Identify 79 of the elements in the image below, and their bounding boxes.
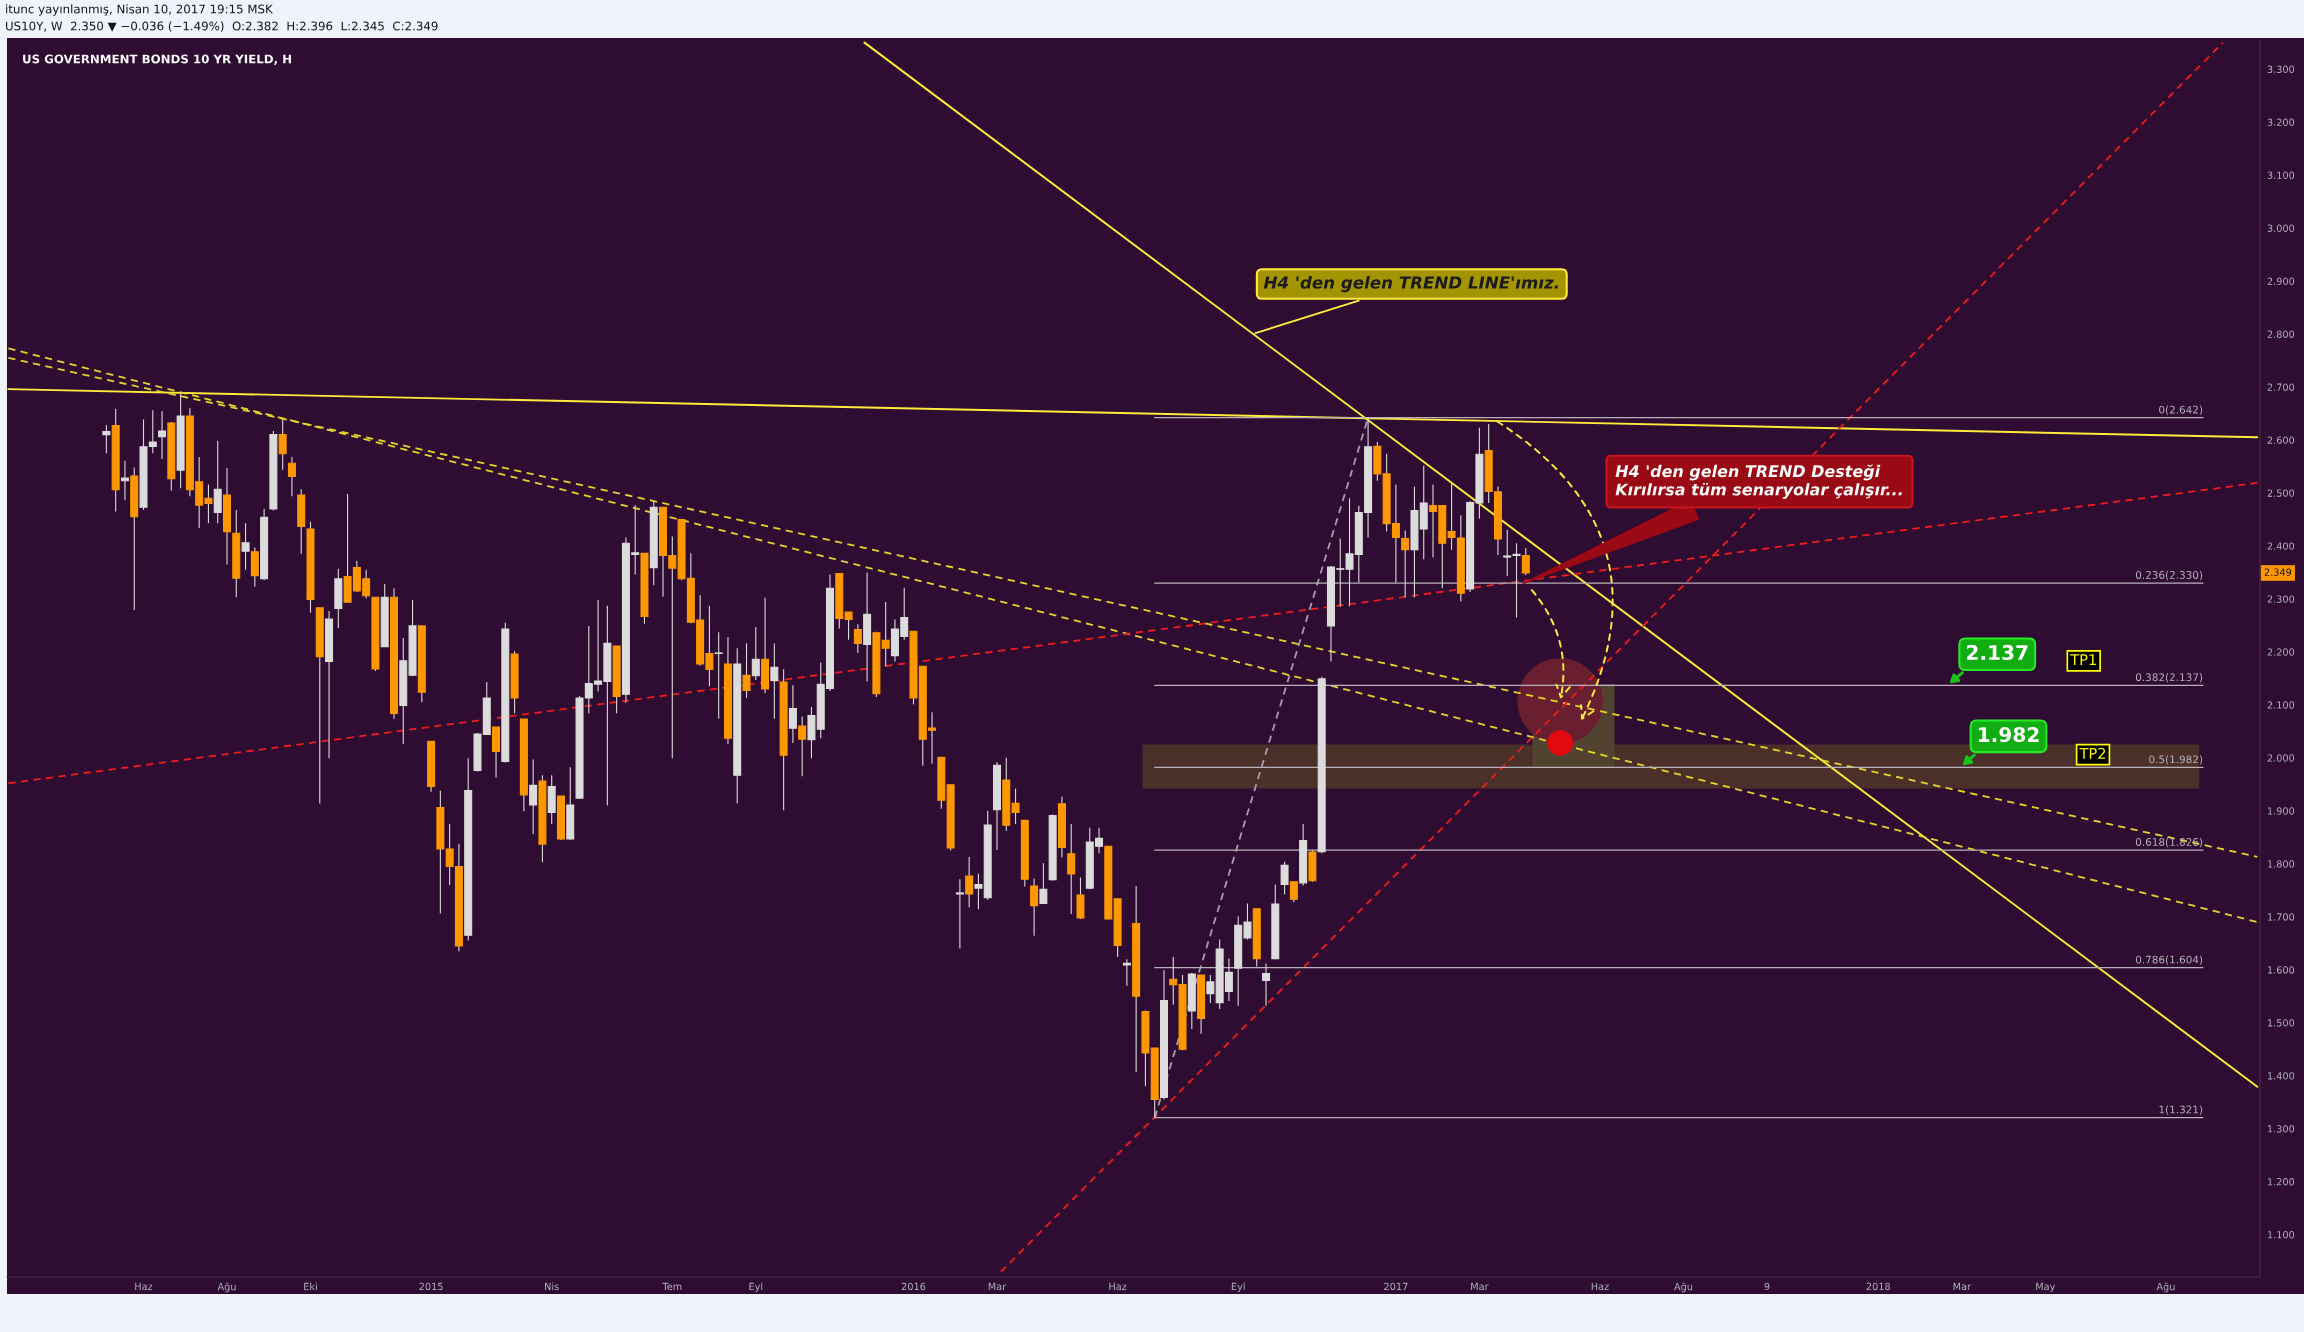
candlestick [1039,862,1048,905]
candlestick [529,758,538,835]
y-tick-label: 1.300 [2268,1125,2295,1133]
candlestick [788,684,797,744]
series-label: 0(2.642) [2159,405,2203,415]
candlestick [1122,958,1131,987]
y-tick-label: 1.700 [2268,913,2295,921]
text: US GOVERNMENT BONDS 10 YR YIELD, H [23,54,291,65]
y-tick-label: 3.200 [2267,118,2295,126]
candlestick [955,878,964,950]
x-tick-label: Mar [1953,1282,1971,1291]
x-tick-label: May [2036,1282,2056,1292]
x-tick-label: Eyl [749,1282,763,1292]
series-label: 1(1.321) [2159,1105,2203,1115]
series-label: 0.382(2.137) [2135,673,2203,683]
x-tick-label: 2015 [419,1282,443,1291]
y-tick-label: 3.100 [2267,171,2295,179]
x-tick-label: Haz [1109,1282,1127,1291]
y-tick-label: 1.400 [2268,1072,2295,1080]
candlestick [770,642,779,720]
annotation: H4 'den gelen TREND Desteği Kırılırsa tüm senaryolar çalışır... [1615,464,1902,499]
candlestick [278,418,287,471]
x-tick-label: Mar [1471,1282,1489,1291]
annotation: TP1 [2070,654,2096,665]
annotation: 1.982 [1978,726,2039,743]
y-tick-label: 1.900 [2268,807,2295,815]
y-tick-label: 1.600 [2268,966,2295,974]
candlestick [287,456,296,497]
x-tick-label: Ağu [217,1282,236,1293]
candlestick [1262,962,1271,1007]
y-tick-label: 3.300 [2267,65,2295,73]
candlestick [714,631,723,720]
y-tick-label: 1.100 [2268,1231,2295,1239]
y-tick-label: 2.500 [2267,489,2295,497]
x-tick-label: 2018 [1866,1282,1891,1291]
y-tick-label: 2.300 [2267,595,2295,603]
candlestick [241,522,250,571]
candlestick [213,440,222,524]
y-tick-label: 2.600 [2267,436,2295,444]
y-tick-label: 2.900 [2267,277,2295,285]
y-tick-label: 1.800 [2268,860,2295,868]
x-tick-label: Ağu [1674,1282,1693,1293]
x-tick-label: Tem [662,1282,682,1291]
y-tick-label: 2.000 [2267,754,2295,762]
y-tick-label: 2.700 [2267,383,2295,391]
y-tick-label: 2.200 [2267,648,2295,656]
y-tick-label: 2.400 [2267,542,2295,550]
candlestick [1280,861,1289,896]
x-tick-label: 9 [1764,1282,1770,1291]
series-label: 0.236(2.330) [2135,570,2203,581]
y-tick-label: 1.200 [2268,1178,2295,1186]
x-tick-label: Mar [988,1282,1007,1291]
x-tick-label: Haz [135,1282,153,1291]
candlestick [1076,877,1085,920]
y-tick-label: 1.500 [2268,1019,2295,1027]
series-label: 0.5(1.982) [2149,755,2203,765]
y-tick-label: 2.100 [2267,701,2295,709]
x-tick-label: Ağu [2156,1282,2175,1293]
text: 2.349 [2264,568,2292,576]
annotation: 2.137 [1966,644,2028,661]
x-tick-label: Eki [304,1282,317,1290]
chart-subtitle: US10Y, W 2.350 ▼ −0.036 (−1.49%) O:2.382 H:2.396 L:2.345 C:2.349 [6,21,438,32]
x-tick-label: 2017 [1384,1282,1408,1291]
annotation: TP2 [2079,747,2106,759]
candlestick [158,410,167,460]
text: itunc yayınlanmış, Nisan 10, 2017 19:15 MSK [6,4,274,16]
candlestick [1206,974,1215,1004]
candlestick [120,460,129,501]
y-tick-label: 3.000 [2267,224,2295,232]
y-tick-label: 2.800 [2267,330,2295,338]
candlestick [751,626,760,681]
candlestick [1067,823,1076,915]
candlestick [102,424,111,454]
x-tick-label: Eyl [1231,1282,1245,1292]
annotation: H4 'den gelen TREND LINE'ımız. [1263,275,1559,293]
x-tick-label: Nis [545,1282,559,1291]
series-label: 0.786(1.604) [2135,955,2203,965]
x-tick-label: Haz [1591,1282,1609,1291]
x-tick-label: 2016 [901,1282,926,1291]
